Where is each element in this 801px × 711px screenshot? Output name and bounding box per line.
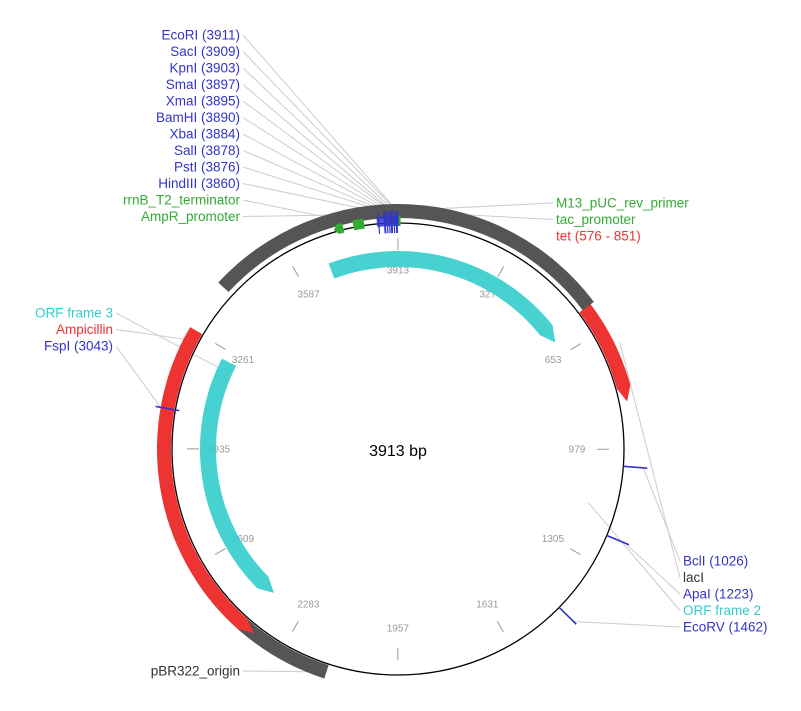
tick-label-1305: 1305	[542, 534, 565, 545]
tick-label-2609: 2609	[232, 534, 255, 545]
plasmid-length-label: 3913 bp	[369, 443, 427, 460]
leader-saci-3909	[242, 51, 397, 212]
label-tac-promoter: tac_promoter	[556, 212, 636, 227]
leader-ampicillin	[115, 329, 184, 340]
label-bamhi-3890: BamHI (3890)	[156, 110, 240, 125]
site-mark-smai	[391, 211, 394, 234]
leader-fspi-3043	[115, 345, 162, 408]
site-mark-bamhi	[388, 211, 391, 234]
tick-label-653: 653	[545, 355, 562, 366]
tick-label-2283: 2283	[297, 599, 320, 610]
label-kpni-3903: KpnI (3903)	[169, 61, 240, 76]
tick-label-327: 327	[479, 290, 496, 301]
feature-arcs	[157, 203, 631, 679]
label-ampr-promoter: AmpR_promoter	[141, 209, 241, 224]
label-orf-frame-3: ORF frame 3	[35, 306, 113, 321]
site-mark-hindiii	[377, 211, 381, 234]
label-xmai-3895: XmaI (3895)	[166, 94, 240, 109]
leader-apai-1223	[624, 542, 681, 595]
leader-xmai-3895	[242, 100, 392, 212]
feature-arc-orf-frame-3	[200, 358, 274, 593]
label-ecori-3911: EcoRI (3911)	[161, 28, 240, 43]
leader-bamhi-3890	[242, 117, 390, 212]
leader-orf-frame-3	[115, 312, 218, 368]
feature-arc-ampr-promoter	[352, 218, 365, 231]
leader-hindiii-3860	[242, 183, 378, 213]
site-mark-xbai	[386, 211, 389, 234]
site-mark-apai	[606, 534, 630, 546]
leader-ecorv-1462	[573, 620, 681, 628]
restriction-site-marks	[155, 210, 648, 625]
label-apai-1223: ApaI (1223)	[683, 587, 754, 602]
feature-arc-laci	[218, 203, 594, 311]
leader-orf-frame-2	[588, 502, 681, 611]
site-mark-bcli	[623, 465, 648, 469]
label-smai-3897: SmaI (3897)	[166, 77, 240, 92]
feature-labels: EcoRI (3911)SacI (3909) KpnI (3903)SmaI (…	[35, 28, 768, 679]
tick-label-3587: 3587	[297, 289, 320, 300]
site-mark-fspi	[155, 405, 180, 412]
leader-smai-3897	[242, 84, 393, 212]
leader-pbr322-origin	[242, 670, 307, 673]
label-ecorv-1462: EcoRV (1462)	[683, 620, 768, 635]
label-laci: lacI	[683, 570, 704, 585]
label-fspi-3043: FspI (3043)	[44, 339, 113, 354]
tick-label-2935: 2935	[208, 444, 231, 455]
leader-psti-3876	[242, 166, 385, 212]
label-tet-576-851: tet (576 - 851)	[556, 229, 641, 244]
label-saci-3909: SacI (3909)	[170, 44, 240, 59]
leader-ecori-3911	[242, 34, 398, 212]
leader-sali-3878	[242, 150, 385, 212]
tick-label-3261: 3261	[232, 355, 255, 366]
site-mark-psti	[383, 211, 386, 234]
tick-1305	[569, 548, 581, 556]
tick-653	[570, 343, 582, 351]
site-mark-xmai	[390, 211, 393, 234]
tick-2609	[214, 547, 226, 555]
tick-label-1957: 1957	[387, 623, 410, 634]
feature-arc-orf-frame-2	[328, 251, 556, 343]
label-ampicillin: Ampicillin	[56, 322, 113, 337]
tick-label-3913: 3913	[387, 266, 410, 277]
label-sali-3878: SalI (3878)	[174, 143, 240, 158]
leader-rrnb-t2-terminator	[242, 199, 337, 220]
label-hindiii-3860: HindIII (3860)	[158, 176, 240, 191]
feature-arc-ampicillin	[157, 327, 254, 634]
leader-bcli-1026	[642, 467, 681, 562]
label-pbr322-origin: pBR322_origin	[151, 664, 240, 679]
feature-arc-pbr322-origin	[197, 574, 329, 679]
label-rrnb-t2-terminator: rrnB_T2_terminator	[123, 193, 241, 208]
site-mark-ecorv	[558, 606, 577, 625]
tick-1631	[496, 621, 504, 633]
tick-3261	[215, 343, 226, 350]
site-mark-sali	[384, 211, 387, 234]
label-m13-puc-rev-primer: M13_pUC_rev_primer	[556, 196, 689, 211]
position-ticks: 3913 327 653 979 1305 1631 1957 2283 2609 2935 326…	[186, 238, 610, 661]
label-bcli-1026: BclI (1026)	[683, 554, 748, 569]
tick-label-979: 979	[569, 445, 586, 456]
leader-laci	[619, 342, 681, 578]
tick-327	[497, 266, 505, 278]
label-orf-frame-2: ORF frame 2	[683, 603, 761, 618]
label-psti-3876: PstI (3876)	[174, 160, 240, 175]
leader-xbai-3884	[242, 133, 388, 212]
feature-arc-tet	[579, 303, 631, 402]
tick-2283	[291, 621, 299, 632]
feature-arc-rrnb-t2-terminator	[334, 222, 345, 234]
tick-3587	[292, 266, 299, 277]
tick-label-1631: 1631	[476, 600, 499, 611]
leader-kpni-3903	[242, 67, 395, 212]
label-xbai-3884: XbaI (3884)	[169, 127, 240, 142]
